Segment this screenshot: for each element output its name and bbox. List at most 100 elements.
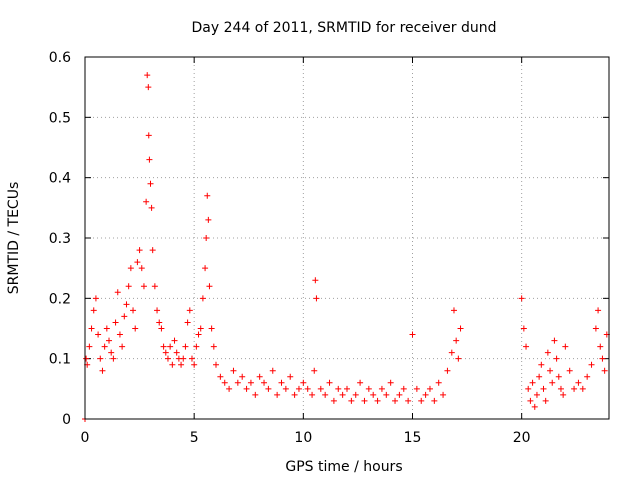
y-tick-labels: 0 0.1 0.2 0.3 0.4 0.5 0.6: [49, 50, 71, 428]
data-point: [278, 379, 285, 386]
data-point: [348, 397, 355, 404]
data-point: [300, 379, 307, 386]
data-point: [317, 385, 324, 392]
data-point: [213, 361, 219, 368]
data-point: [199, 295, 206, 302]
data-point: [547, 367, 554, 374]
data-point: [160, 343, 167, 350]
data-point: [261, 379, 268, 386]
data-point: [205, 216, 212, 223]
data-point: [400, 385, 407, 392]
data-point: [247, 379, 254, 386]
data-point: [202, 265, 209, 272]
data-point: [86, 343, 93, 350]
data-point: [295, 385, 302, 392]
data-point: [108, 349, 115, 356]
data-point: [597, 343, 604, 350]
data-point: [291, 391, 298, 398]
x-tick-label: 15: [404, 430, 422, 446]
data-point: [361, 397, 368, 404]
data-point: [448, 349, 455, 356]
data-point: [365, 385, 372, 392]
data-point: [457, 325, 464, 332]
data-point: [103, 325, 110, 332]
data-point: [119, 343, 126, 350]
data-point: [383, 391, 390, 398]
data-point: [195, 331, 202, 338]
data-point: [326, 379, 333, 386]
data-point: [422, 391, 429, 398]
data-point: [123, 301, 130, 308]
data-point: [210, 343, 217, 350]
data-point: [551, 337, 558, 344]
data-point: [418, 397, 425, 404]
data-point: [523, 343, 530, 350]
x-tick-labels: 0 5 10 15 20: [81, 430, 531, 446]
data-point: [444, 367, 451, 374]
data-point: [206, 283, 213, 290]
data-point: [127, 265, 134, 272]
data-point: [405, 397, 412, 404]
data-point: [287, 373, 294, 380]
data-point: [217, 373, 224, 380]
data-point: [186, 307, 193, 314]
data-point: [239, 373, 246, 380]
data-point: [392, 397, 399, 404]
data-point: [167, 343, 174, 350]
data-point: [112, 319, 119, 326]
data-point: [378, 385, 385, 392]
data-point: [525, 385, 532, 392]
data-point: [396, 391, 403, 398]
data-point: [409, 331, 416, 338]
data-point: [145, 132, 152, 139]
data-point: [575, 379, 582, 386]
data-point: [374, 397, 381, 404]
data-point: [116, 331, 123, 338]
data-point: [208, 325, 215, 332]
data-point: [335, 385, 342, 392]
data-point: [114, 289, 121, 296]
data-point: [357, 379, 364, 386]
data-point: [83, 355, 90, 362]
y-tick-label: 0.3: [49, 231, 71, 247]
data-point: [344, 385, 350, 392]
data-point: [243, 385, 250, 392]
data-point: [252, 391, 259, 398]
data-point: [601, 367, 608, 374]
data-point: [106, 337, 113, 344]
data-point: [184, 319, 191, 326]
data-point: [592, 325, 599, 332]
data-point: [95, 331, 102, 338]
data-point: [584, 373, 591, 380]
data-point: [313, 295, 320, 302]
data-point: [148, 204, 155, 211]
data-point: [101, 343, 108, 350]
data-point: [134, 259, 141, 266]
data-point: [555, 373, 562, 380]
x-tick-label: 10: [294, 430, 312, 446]
data-point: [560, 391, 567, 398]
data-point: [178, 361, 185, 368]
data-point: [143, 198, 150, 205]
data-point: [125, 283, 132, 290]
data-point: [426, 385, 433, 392]
chart-title: Day 244 of 2011, SRMTID for receiver dun…: [192, 20, 497, 36]
data-point: [536, 373, 543, 380]
x-axis-label: GPS time / hours: [285, 459, 402, 475]
data-point: [130, 307, 137, 314]
data-point: [440, 391, 447, 398]
data-point: [453, 337, 460, 344]
data-point: [156, 319, 163, 326]
data-point: [599, 355, 606, 362]
data-point: [234, 379, 241, 386]
data-point: [304, 385, 311, 392]
data-point: [97, 355, 104, 362]
data-point: [204, 192, 211, 199]
data-point: [312, 277, 319, 284]
data-point: [99, 367, 106, 374]
y-tick-label: 0.5: [49, 110, 71, 126]
y-tick-label: 0.2: [49, 291, 71, 307]
data-point: [352, 391, 359, 398]
y-tick-label: 0.6: [49, 50, 71, 66]
